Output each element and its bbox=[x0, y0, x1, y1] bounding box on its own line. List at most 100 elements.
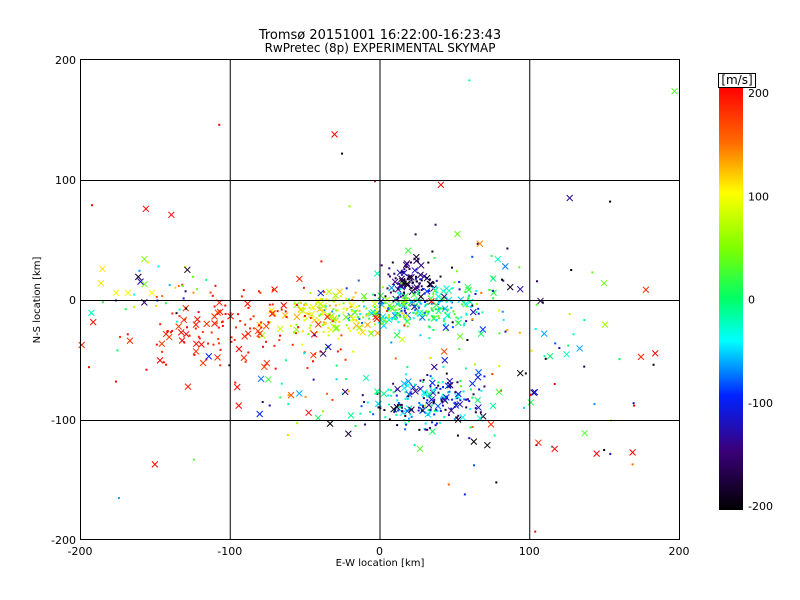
data-point bbox=[404, 306, 407, 309]
data-point bbox=[479, 326, 487, 333]
data-point bbox=[489, 402, 497, 410]
data-point bbox=[359, 412, 362, 415]
data-point bbox=[412, 387, 419, 395]
data-point bbox=[429, 408, 432, 411]
data-point bbox=[392, 409, 395, 412]
x-tick-label: 0 bbox=[376, 545, 383, 558]
data-point bbox=[423, 391, 426, 394]
data-point bbox=[362, 316, 365, 319]
data-point bbox=[483, 441, 491, 449]
data-point bbox=[501, 263, 509, 270]
data-point bbox=[372, 413, 375, 416]
data-point bbox=[470, 438, 478, 445]
data-point bbox=[383, 409, 386, 412]
data-point bbox=[413, 383, 416, 386]
data-point bbox=[263, 359, 271, 367]
data-point bbox=[419, 302, 422, 305]
data-point bbox=[637, 353, 645, 361]
data-point bbox=[303, 303, 306, 306]
data-point bbox=[381, 322, 384, 325]
y-tick-label: 200 bbox=[55, 54, 76, 67]
data-point bbox=[389, 305, 397, 313]
data-point bbox=[401, 300, 404, 303]
data-point bbox=[142, 205, 150, 213]
data-point bbox=[465, 320, 468, 323]
data-point bbox=[334, 297, 337, 300]
data-point bbox=[271, 286, 278, 293]
data-point bbox=[429, 428, 436, 435]
data-point bbox=[397, 296, 400, 299]
data-point bbox=[434, 402, 442, 410]
data-point bbox=[207, 342, 210, 345]
data-point bbox=[416, 314, 419, 317]
data-point bbox=[375, 310, 378, 313]
data-point bbox=[324, 305, 327, 308]
data-point bbox=[335, 364, 338, 367]
data-point bbox=[178, 308, 181, 311]
x-tick-label: 200 bbox=[669, 545, 690, 558]
data-point bbox=[405, 390, 413, 398]
data-point bbox=[391, 278, 399, 286]
data-point bbox=[460, 316, 463, 319]
data-point bbox=[421, 288, 424, 291]
data-point bbox=[401, 278, 404, 281]
data-point bbox=[291, 343, 294, 346]
data-point bbox=[219, 364, 222, 367]
data-point bbox=[394, 317, 397, 320]
data-point bbox=[362, 374, 370, 382]
data-point bbox=[433, 409, 436, 412]
data-point bbox=[88, 309, 95, 317]
data-point bbox=[303, 319, 306, 322]
data-point bbox=[415, 277, 418, 280]
data-point bbox=[471, 396, 474, 399]
data-point bbox=[462, 390, 465, 393]
data-point bbox=[437, 391, 440, 394]
data-point bbox=[392, 391, 395, 394]
data-point bbox=[490, 289, 497, 297]
data-point bbox=[293, 313, 301, 321]
data-point bbox=[400, 282, 403, 285]
data-point bbox=[435, 279, 438, 282]
data-point bbox=[466, 339, 469, 342]
data-point bbox=[199, 359, 207, 367]
y-axis-label: N-S location [km] bbox=[32, 257, 43, 344]
data-point bbox=[155, 295, 158, 298]
data-point bbox=[449, 386, 452, 389]
data-point bbox=[402, 313, 410, 320]
data-point bbox=[161, 295, 164, 298]
data-point bbox=[257, 290, 260, 293]
data-point bbox=[448, 316, 451, 319]
data-point bbox=[406, 325, 409, 328]
data-point bbox=[171, 329, 174, 332]
data-point bbox=[228, 364, 231, 367]
data-point bbox=[428, 395, 431, 398]
chart-subtitle: RwPretec (8p) EXPERIMENTAL SKYMAP bbox=[265, 41, 496, 55]
data-point bbox=[387, 388, 390, 391]
data-point bbox=[419, 278, 422, 281]
data-point bbox=[407, 308, 410, 311]
data-point bbox=[400, 271, 403, 274]
data-point bbox=[443, 324, 446, 327]
data-point bbox=[294, 332, 297, 335]
data-point bbox=[469, 308, 477, 316]
data-point bbox=[445, 372, 448, 375]
data-point bbox=[355, 305, 358, 308]
data-point bbox=[213, 305, 216, 308]
data-point bbox=[422, 378, 425, 381]
data-point bbox=[347, 390, 350, 393]
data-point bbox=[398, 314, 401, 317]
data-point bbox=[363, 297, 366, 300]
data-point bbox=[432, 329, 435, 332]
data-point bbox=[359, 313, 362, 316]
data-point bbox=[468, 437, 471, 440]
data-point bbox=[201, 330, 204, 333]
data-point bbox=[219, 348, 222, 351]
data-point bbox=[315, 302, 318, 305]
data-point bbox=[593, 450, 600, 457]
data-point bbox=[423, 301, 426, 304]
data-point bbox=[156, 357, 164, 364]
data-point bbox=[404, 422, 407, 425]
data-point bbox=[412, 253, 420, 261]
data-point bbox=[397, 402, 400, 405]
data-point bbox=[478, 388, 481, 391]
